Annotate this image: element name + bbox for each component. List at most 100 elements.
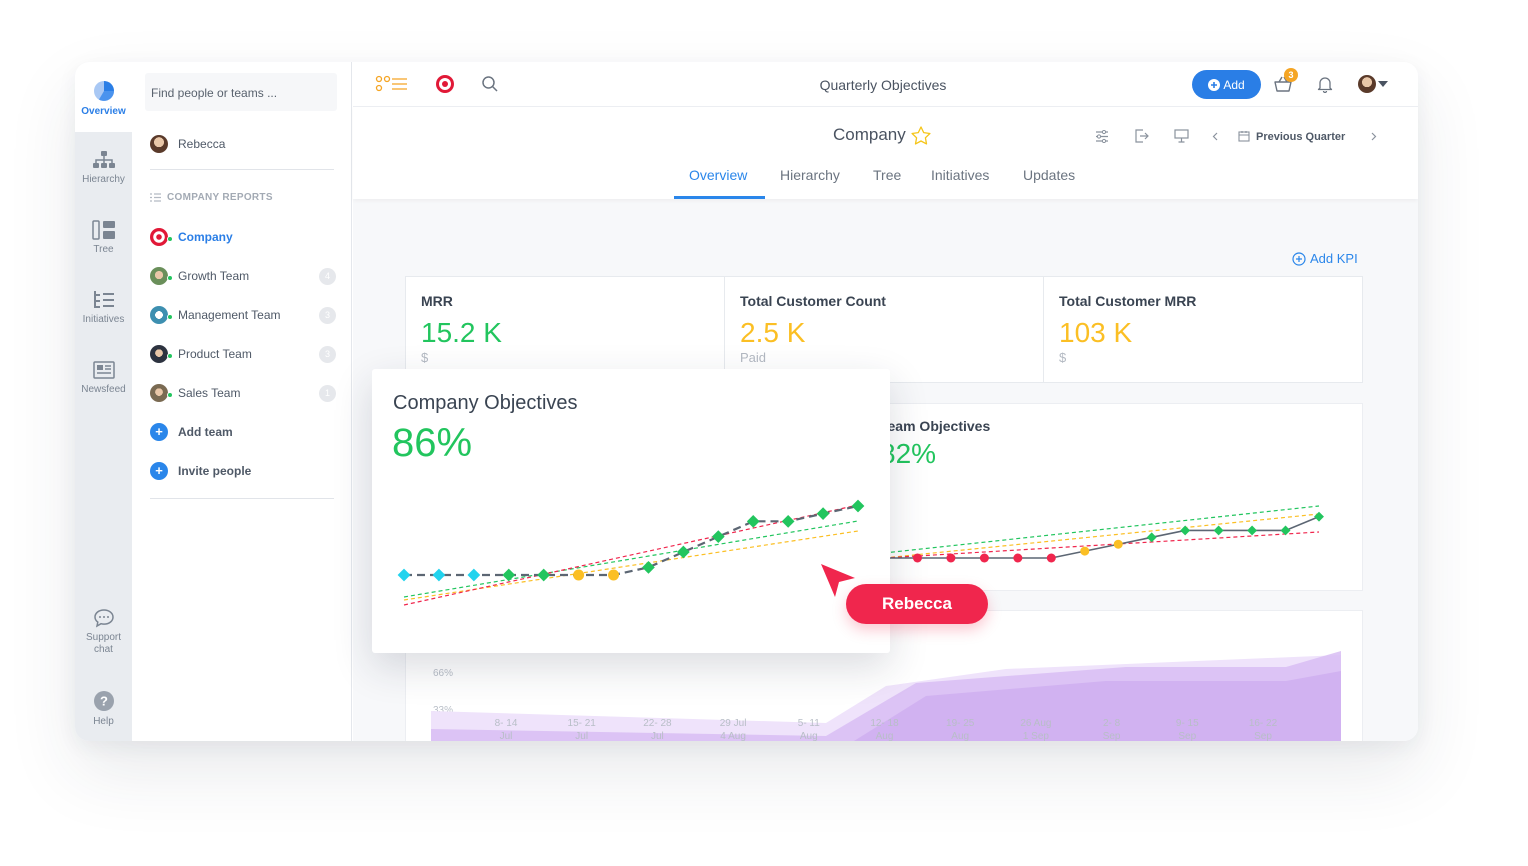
search-icon[interactable] <box>481 75 499 93</box>
filter-icon[interactable] <box>1095 130 1109 143</box>
kpi-value: 15.2 K <box>421 317 502 348</box>
period-selector[interactable]: Previous Quarter <box>1256 131 1346 143</box>
calendar-icon[interactable] <box>1238 130 1250 142</box>
x-tick-label: Sep <box>1254 731 1272 741</box>
sidebar-item-product-team[interactable]: Product Team 3 <box>150 343 336 365</box>
nav-initiatives[interactable]: Initiatives <box>75 290 132 326</box>
cursor-label: Rebecca <box>846 584 988 624</box>
data-point <box>397 568 411 582</box>
kpi-card-customer-count[interactable]: Total Customer Count 2.5 K Paid <box>724 276 1044 383</box>
chevron-right-icon[interactable] <box>1371 132 1377 141</box>
x-tick-label: 19- 25 <box>946 718 975 729</box>
team-label: Product Team <box>178 347 252 361</box>
plus-circle-icon <box>1292 251 1306 266</box>
svg-text:?: ? <box>100 694 108 709</box>
avatar[interactable] <box>1358 75 1376 93</box>
nav-support-line2: chat <box>94 644 113 655</box>
tab-initiatives[interactable]: Initiatives <box>931 167 990 183</box>
chevron-left-icon[interactable] <box>1212 132 1218 141</box>
data-point <box>1146 532 1157 543</box>
cursor-pointer-icon <box>821 564 855 597</box>
company-objectives-title: Company Objectives <box>393 392 578 414</box>
y-tick-label: 66% <box>433 668 453 679</box>
team-avatar <box>150 384 173 402</box>
tab-updates[interactable]: Updates <box>1023 167 1076 183</box>
x-tick-label: Sep <box>1178 731 1196 741</box>
sidebar-item-company[interactable]: Company <box>150 226 336 248</box>
x-tick-label: 9- 15 <box>1176 718 1199 729</box>
company-title: Company <box>833 125 906 144</box>
kpi-card-customer-mrr[interactable]: Total Customer MRR 103 K $ <box>1043 276 1363 383</box>
nav-newsfeed[interactable]: Newsfeed <box>75 360 132 396</box>
kpi-unit: $ <box>1059 350 1067 365</box>
current-user[interactable]: Rebecca <box>150 133 336 155</box>
chevron-down-icon[interactable] <box>1378 81 1388 87</box>
cart-badge: 3 <box>1284 68 1298 82</box>
data-point <box>1013 553 1023 563</box>
nav-support-line1: Support <box>85 632 122 643</box>
nav-help[interactable]: ? Help <box>75 690 132 728</box>
data-point <box>1113 539 1123 549</box>
plus-icon: + <box>150 462 168 480</box>
plus-circle-icon <box>1208 78 1221 91</box>
hierarchy-icon <box>92 151 115 168</box>
add-kpi-label: Add KPI <box>1310 251 1358 266</box>
add-button[interactable]: Add <box>1192 70 1261 99</box>
data-point <box>432 568 446 582</box>
invite-people-button[interactable]: + Invite people <box>150 460 336 482</box>
team-count-badge: 3 <box>319 307 336 324</box>
area-series-dark <box>854 671 1341 741</box>
kpi-title: Total Customer MRR <box>1059 293 1197 309</box>
data-point <box>1046 553 1056 563</box>
nav-tree[interactable]: Tree <box>75 220 132 256</box>
x-tick-label: Aug <box>951 731 969 741</box>
progress-area-chart-card[interactable]: 66% 33% 8- 14 Jul 15- 21 Jul 22- 28 Jul 29 Jul 4 … <box>405 610 1363 741</box>
nav-support-chat[interactable]: Support chat <box>75 608 132 656</box>
company-title-group: Company <box>833 125 931 145</box>
star-icon[interactable] <box>911 125 931 145</box>
sidebar-item-sales-team[interactable]: Sales Team 1 <box>150 382 336 404</box>
sidebar-item-growth-team[interactable]: Growth Team 4 <box>150 265 336 287</box>
x-tick-label: 4 Aug <box>720 731 746 741</box>
tab-overview[interactable]: Overview <box>689 167 748 183</box>
add-button-label: Add <box>1223 77 1245 92</box>
x-tick-label: Aug <box>800 731 818 741</box>
nav-overview-label: Overview <box>81 106 126 117</box>
tab-hierarchy[interactable]: Hierarchy <box>780 167 840 183</box>
plus-icon: + <box>150 423 168 441</box>
team-objectives-card[interactable]: Team Objectives 82% <box>873 403 1363 591</box>
trend-line-yellow <box>403 530 859 601</box>
list-icon <box>150 192 161 202</box>
sidebar-item-company-label: Company <box>178 230 233 244</box>
y-tick-label: 33% <box>433 705 453 716</box>
company-objectives-card[interactable]: Company Objectives 86% <box>372 369 890 653</box>
x-tick-label: 26 Aug <box>1020 718 1051 729</box>
add-team-button[interactable]: + Add team <box>150 421 336 443</box>
bell-icon[interactable] <box>1317 75 1333 93</box>
data-point <box>1180 525 1191 536</box>
nav-hierarchy[interactable]: Hierarchy <box>75 150 132 186</box>
add-kpi-button[interactable]: Add KPI <box>1292 251 1358 266</box>
company-objectives-chart <box>397 499 865 606</box>
target-logo-icon[interactable] <box>435 74 455 94</box>
search-input[interactable]: Find people or teams ... <box>145 73 337 111</box>
present-icon[interactable] <box>1174 129 1189 143</box>
team-count-badge: 1 <box>319 385 336 402</box>
sub-header: Company Previous Quarter Overview Hierar… <box>353 107 1418 199</box>
x-tick-label: 8- 14 <box>495 718 518 729</box>
x-tick-label: 1 Sep <box>1023 731 1050 741</box>
data-point <box>608 569 620 581</box>
data-point <box>502 568 516 582</box>
data-point <box>979 553 989 563</box>
nav-hierarchy-label: Hierarchy <box>82 174 125 185</box>
x-tick-label: 5- 11 <box>798 718 820 729</box>
trend-line-red <box>883 531 1320 559</box>
export-icon[interactable] <box>1134 129 1149 143</box>
kpi-card-mrr[interactable]: MRR 15.2 K $ <box>405 276 725 383</box>
team-count-badge: 3 <box>319 346 336 363</box>
sidebar-item-management-team[interactable]: Management Team 3 <box>150 304 336 326</box>
divider <box>150 498 334 499</box>
nav-overview[interactable]: Overview <box>75 80 132 118</box>
data-point <box>1213 525 1224 536</box>
tab-tree[interactable]: Tree <box>873 167 902 183</box>
